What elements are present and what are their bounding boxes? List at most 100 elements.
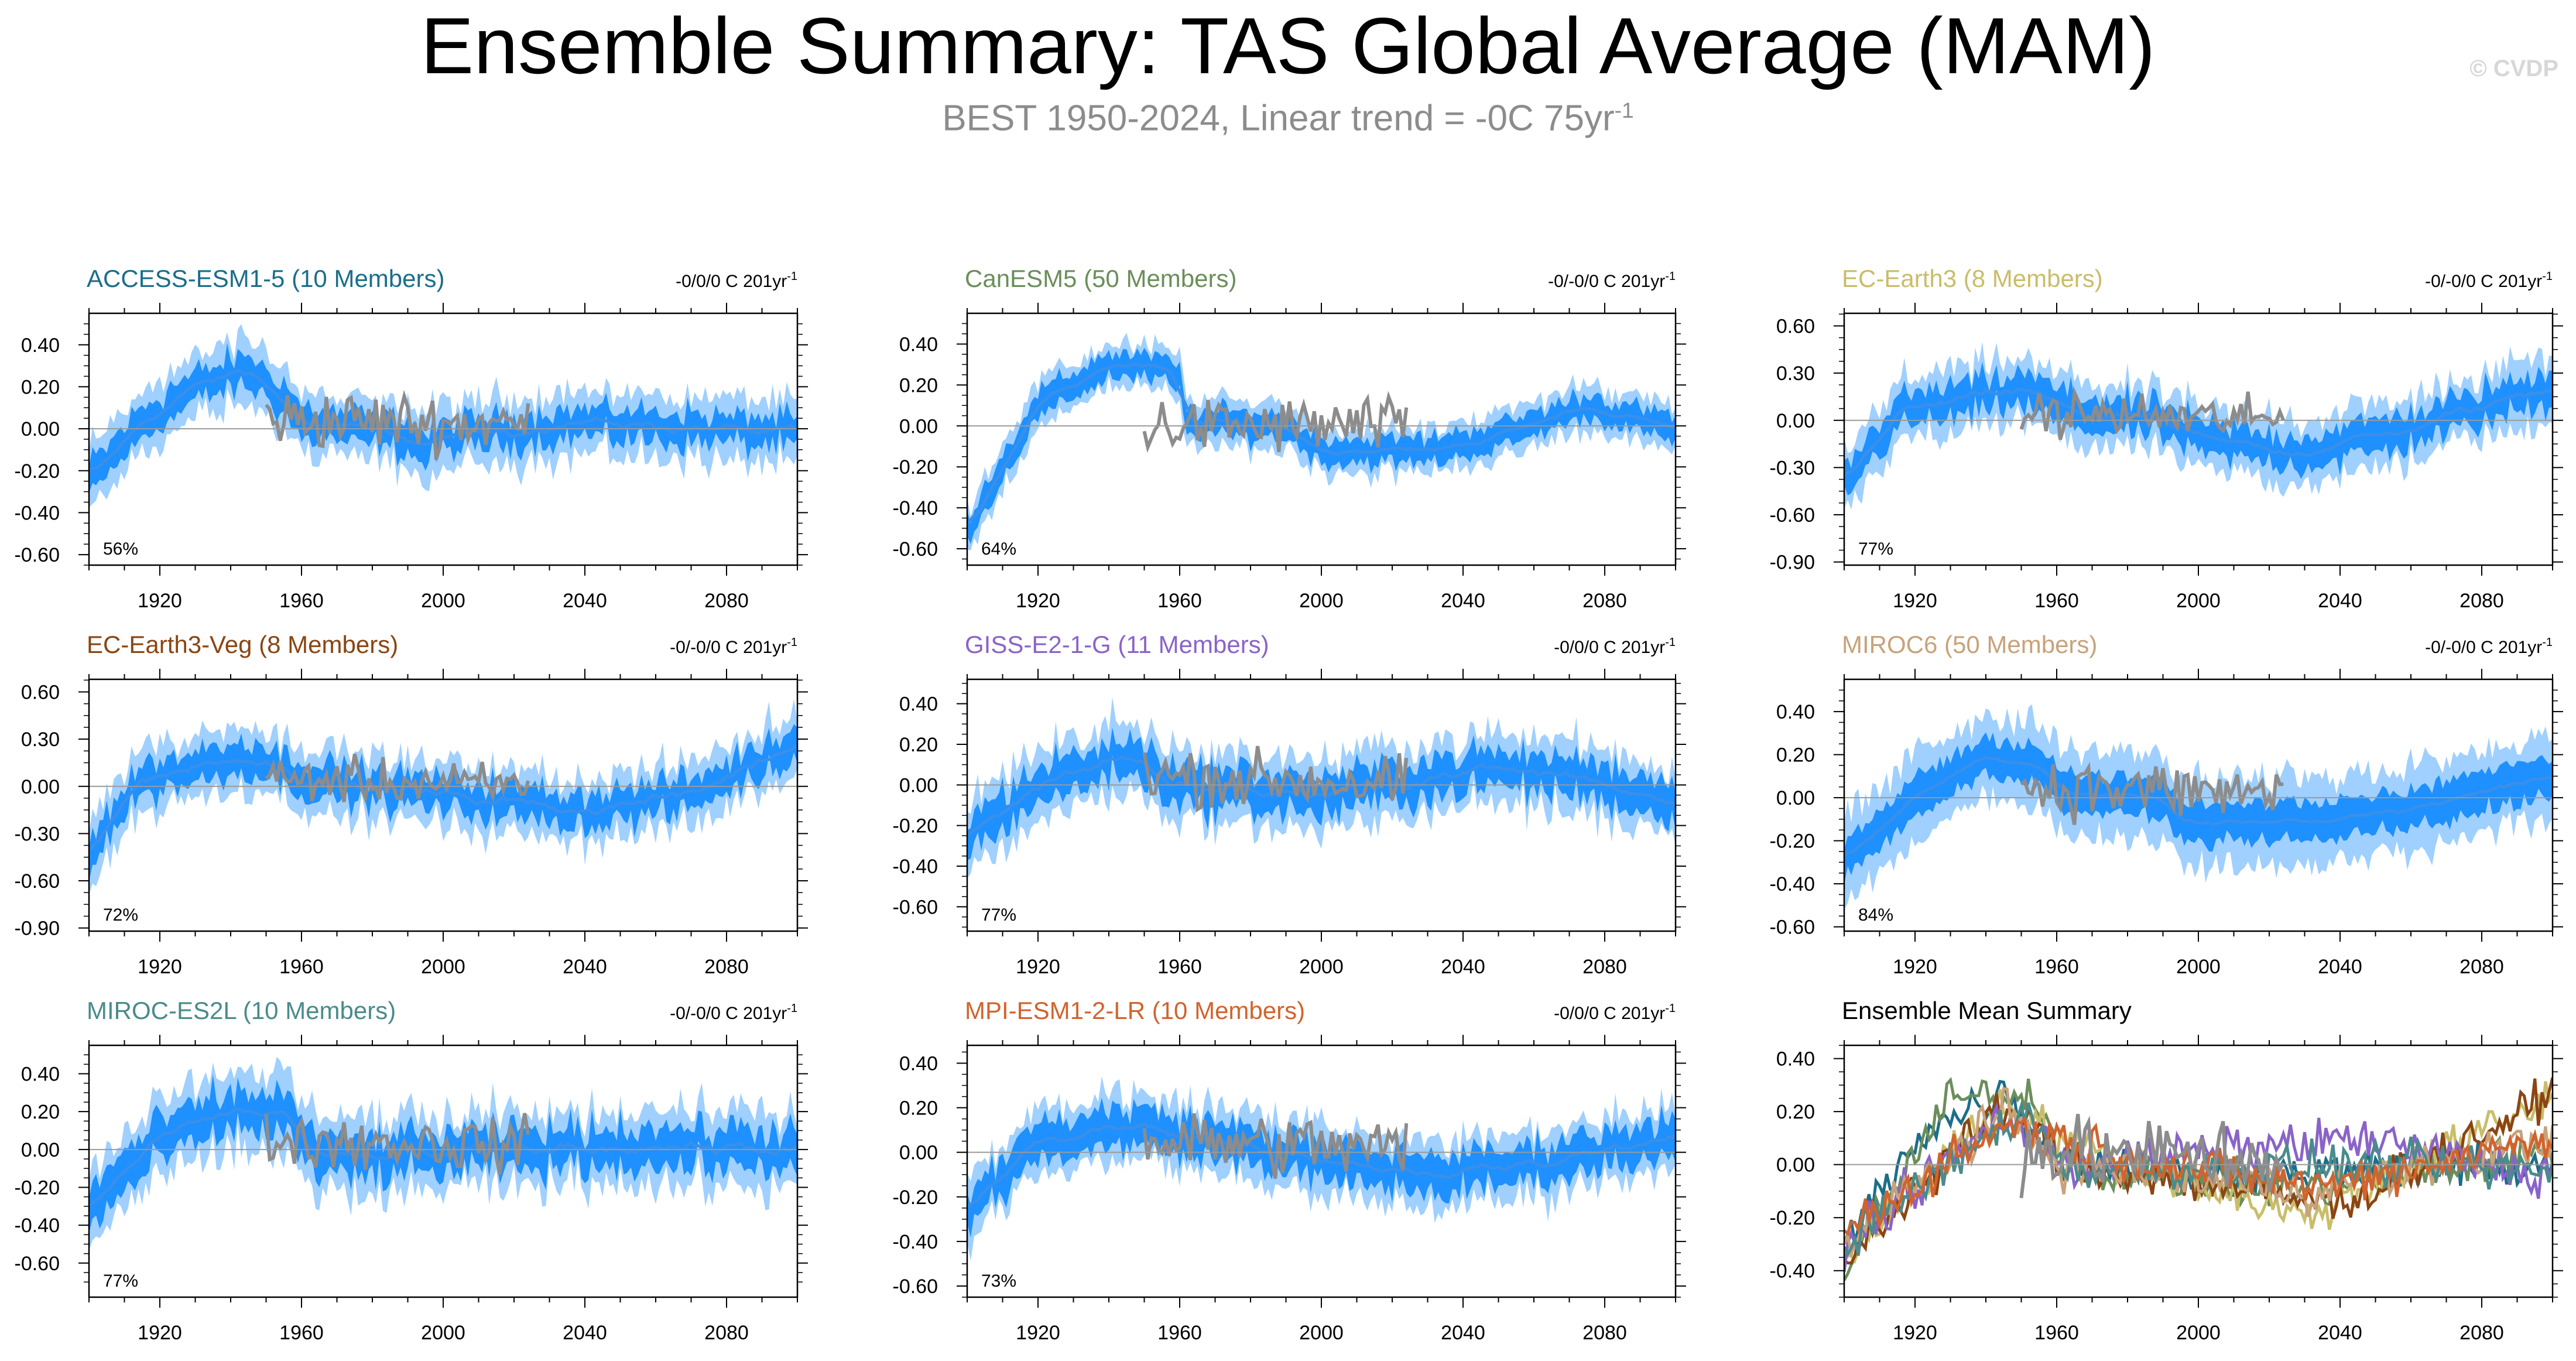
xtick-label: 2040 — [1441, 590, 1485, 612]
panel-title: ACCESS-ESM1-5 (10 Members) — [87, 265, 444, 292]
xtick-label: 2000 — [2176, 956, 2221, 978]
panel-5: MIROC6 (50 Members) -0/-0/0 C 201yr-1 0.40… — [1770, 631, 2563, 978]
trend-value: -0/0/0 C 201yr — [676, 272, 787, 291]
xtick-label: 1920 — [1016, 590, 1060, 612]
percent-label: 77% — [1858, 539, 1893, 559]
data-layer — [967, 1076, 1676, 1261]
data-layer — [967, 697, 1676, 879]
panel-title: MIROC6 (50 Members) — [1842, 631, 2097, 658]
panel-8: Ensemble Mean Summary 0.40 0.20 0.00 -0.20 -0… — [1770, 997, 2563, 1344]
percent-label: 73% — [981, 1271, 1016, 1291]
ytick-label: 0.40 — [21, 334, 60, 357]
xtick-label: 1920 — [1893, 956, 1937, 978]
xtick-label: 2000 — [1299, 590, 1344, 612]
page-title: Ensemble Summary: TAS Global Average (MA… — [420, 1, 2156, 90]
panel-7: MPI-ESM1-2-LR (10 Members) -0/0/0 C 201yr… — [893, 997, 1686, 1344]
panel-title: EC-Earth3-Veg (8 Members) — [87, 631, 398, 658]
ytick-label: 0.40 — [1776, 701, 1815, 723]
xtick-label: 2040 — [1441, 1322, 1485, 1344]
observation-line — [1142, 1113, 1409, 1179]
ytick-label: 0.00 — [21, 418, 60, 440]
xtick-label: 2080 — [704, 956, 749, 978]
ytick-label: -0.20 — [1770, 830, 1815, 853]
ensemble-mean-line — [89, 744, 797, 851]
xtick-label: 2040 — [1441, 956, 1485, 978]
data-layer — [967, 333, 1676, 550]
ytick-label: 0.40 — [899, 1052, 938, 1075]
percent-label: 77% — [981, 905, 1016, 925]
panel-title: CanESM5 (50 Members) — [965, 265, 1236, 292]
inner-range-band — [89, 343, 797, 493]
ytick-label: 0.40 — [899, 333, 938, 355]
xtick-label: 2080 — [2459, 590, 2504, 612]
xtick-label: 1920 — [1893, 1322, 1937, 1344]
xtick-label: 1960 — [2034, 590, 2079, 612]
ytick-label: -0.40 — [893, 497, 938, 519]
data-layer — [89, 1056, 797, 1250]
ytick-label: 0.00 — [899, 415, 938, 437]
ytick-label: -0.20 — [1770, 1207, 1815, 1229]
xtick-label: 2080 — [1582, 590, 1627, 612]
observation-line — [2019, 1113, 2285, 1199]
panel-title: MPI-ESM1-2-LR (10 Members) — [965, 997, 1305, 1024]
ytick-label: -0.40 — [893, 1231, 938, 1253]
ytick-label: -0.20 — [15, 460, 60, 483]
ytick-label: -0.60 — [893, 1275, 938, 1298]
ytick-label: -0.60 — [1770, 917, 1815, 939]
ytick-label: -0.20 — [893, 456, 938, 478]
observation-line — [265, 753, 530, 805]
xtick-label: 2000 — [2176, 590, 2221, 612]
ytick-label: 0.20 — [1776, 1101, 1815, 1123]
ytick-label: -0.40 — [1770, 1260, 1815, 1283]
ytick-label: -0.60 — [15, 1253, 60, 1275]
ytick-label: 0.20 — [21, 1101, 60, 1123]
ytick-label: -0.40 — [15, 1215, 60, 1237]
data-layer — [1844, 1077, 2553, 1281]
panel-0: ACCESS-ESM1-5 (10 Members) -0/0/0 C 201yr… — [15, 265, 808, 612]
ytick-label: -0.60 — [15, 870, 60, 892]
ytick-label: -0.60 — [893, 896, 938, 918]
ytick-label: 0.00 — [899, 774, 938, 796]
xtick-label: 2000 — [1299, 956, 1344, 978]
ytick-label: 0.00 — [21, 1139, 60, 1161]
trend-value: -0/-0/0 C 201yr — [1548, 272, 1665, 291]
xtick-label: 2000 — [421, 590, 465, 612]
trend-exponent: -1 — [787, 270, 797, 283]
trend-label: -0/-0/0 C 201yr-1 — [2425, 636, 2553, 657]
ytick-label: 0.00 — [1776, 787, 1815, 809]
ytick-label: 0.00 — [21, 776, 60, 798]
observation-line — [2019, 385, 2285, 440]
xtick-label: 2040 — [563, 956, 607, 978]
ytick-label: 0.20 — [21, 376, 60, 398]
xtick-label: 2040 — [2318, 956, 2362, 978]
xtick-label: 2080 — [704, 590, 749, 612]
ytick-label: 0.20 — [899, 1097, 938, 1120]
percent-label: 77% — [103, 1271, 138, 1291]
series-line-MPI-ESM1-2-LR — [1844, 1115, 2553, 1236]
xtick-label: 1960 — [279, 590, 324, 612]
observation-line — [265, 389, 530, 460]
ytick-label: -0.90 — [15, 918, 60, 940]
xtick-label: 2000 — [421, 956, 465, 978]
xtick-label: 2000 — [2176, 1322, 2221, 1344]
trend-exponent: -1 — [1665, 636, 1676, 649]
ytick-label: 0.60 — [1776, 316, 1815, 338]
trend-exponent: -1 — [1665, 1002, 1676, 1015]
xtick-label: 2080 — [704, 1322, 749, 1344]
data-layer — [1844, 704, 2553, 910]
ytick-label: -0.40 — [893, 856, 938, 878]
ytick-label: 0.40 — [899, 693, 938, 716]
trend-exponent: -1 — [787, 1002, 797, 1015]
xtick-label: 2000 — [421, 1322, 465, 1344]
trend-value: -0/0/0 C 201yr — [1554, 1004, 1665, 1023]
ensemble-mean-line — [89, 368, 797, 471]
trend-label: -0/-0/0 C 201yr-1 — [670, 1002, 797, 1023]
trend-label: -0/-0/0 C 201yr-1 — [670, 636, 797, 657]
watermark: © CVDP — [2469, 56, 2558, 81]
xtick-label: 2080 — [1582, 1322, 1627, 1344]
ytick-label: 0.30 — [1776, 363, 1815, 385]
ytick-label: -0.20 — [893, 1186, 938, 1209]
trend-label: -0/0/0 C 201yr-1 — [1554, 636, 1676, 657]
subtitle-exponent: -1 — [1614, 98, 1634, 122]
